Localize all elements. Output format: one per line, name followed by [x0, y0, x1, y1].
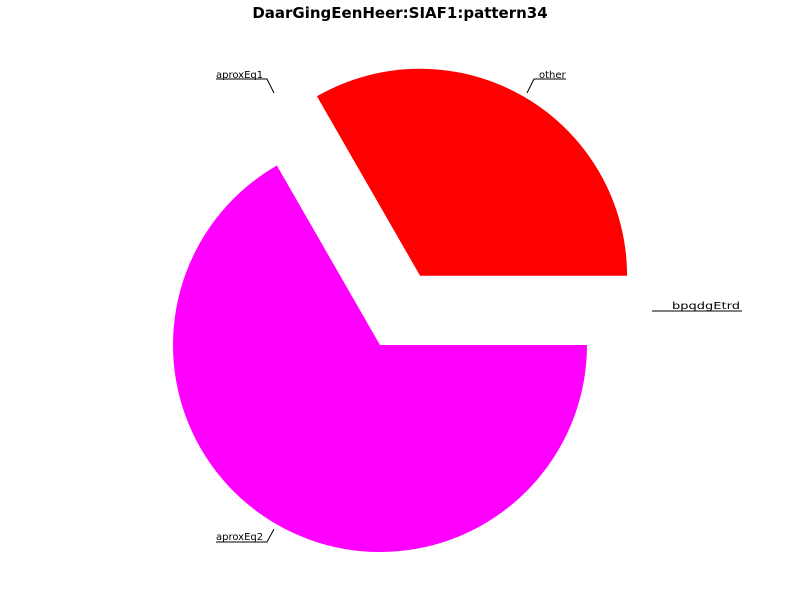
- chart-title: DaarGingEenHeer:SIAF1:pattern34: [252, 4, 547, 22]
- slice-label-aproxeq2: aproxEq2: [216, 532, 263, 543]
- slice-label-aproxeq1: aproxEq1: [216, 70, 263, 81]
- leader-line-aproxeq2: [216, 528, 275, 543]
- slice-label-overlap: bpqdgEtrd: [672, 301, 740, 312]
- pie-slice-other: [316, 68, 628, 276]
- leader-line-aproxeq1: [216, 78, 275, 94]
- slice-label-other: other: [539, 70, 567, 81]
- pie-slice-aproxeq2: [172, 165, 587, 553]
- leader-line-other: [526, 78, 566, 94]
